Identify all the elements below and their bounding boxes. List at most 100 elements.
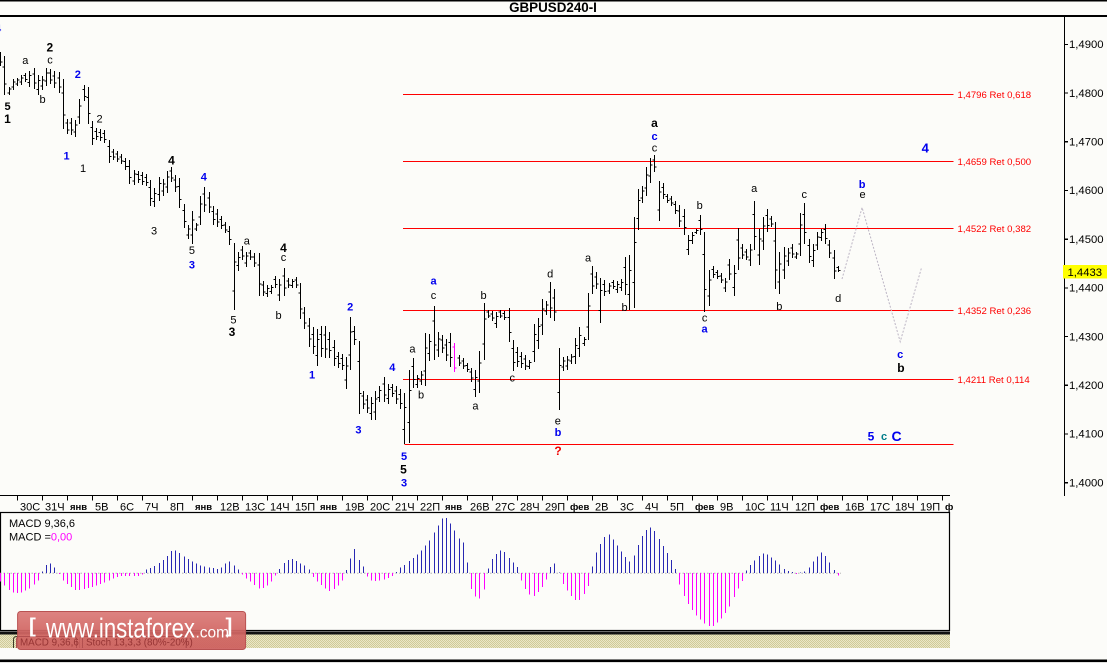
svg-text:10С: 10С [745,502,765,514]
svg-text:1: 1 [63,151,69,163]
svg-text:4Ч: 4Ч [645,502,658,514]
svg-text:1,4200: 1,4200 [1069,380,1104,392]
svg-text:c: c [431,290,437,302]
svg-text:5П: 5П [670,502,684,514]
svg-text:янв: янв [445,502,462,513]
svg-text:GBPUSD240-I: GBPUSD240-I [509,0,597,15]
svg-text:e: e [860,189,866,201]
svg-text:1,4900: 1,4900 [1069,39,1104,51]
svg-text:9В: 9В [720,502,733,514]
svg-text:c: c [881,431,887,443]
svg-text:[: [ [29,615,36,638]
svg-text:4: 4 [168,153,175,167]
svg-text:8П: 8П [170,502,184,514]
svg-text:янв: янв [195,502,212,513]
svg-text:1,4300: 1,4300 [1069,331,1104,343]
svg-text:12В: 12В [220,502,240,514]
svg-text:b: b [697,200,703,212]
svg-text:3: 3 [151,225,157,237]
svg-text:19В: 19В [345,502,365,514]
svg-text:1,4659 Ret 0,500: 1,4659 Ret 0,500 [958,157,1032,168]
svg-text:1,4600: 1,4600 [1069,185,1104,197]
svg-text:5: 5 [401,451,407,463]
svg-text:21Ч: 21Ч [395,502,415,514]
svg-text:янв: янв [70,502,87,513]
svg-text:1,4100: 1,4100 [1069,429,1104,441]
svg-text:3С: 3С [620,502,634,514]
svg-text:www.instaforex: www.instaforex [45,613,195,644]
svg-text:15П: 15П [295,502,315,514]
svg-text:a: a [22,55,29,67]
svg-text:b: b [276,310,282,322]
svg-text:1,4211 Ret 0,114: 1,4211 Ret 0,114 [958,375,1031,386]
svg-text:e: e [555,416,561,428]
svg-text:?: ? [554,444,561,458]
svg-text:22П: 22П [420,502,440,514]
svg-text:3: 3 [229,325,236,339]
svg-text:2: 2 [46,40,53,54]
svg-text:28Ч: 28Ч [520,502,540,514]
svg-text:1,4000: 1,4000 [1069,477,1104,489]
svg-text:2: 2 [96,114,102,126]
svg-text:11Ч: 11Ч [770,502,789,514]
svg-text:d: d [835,293,841,305]
svg-text:c: c [652,143,658,155]
svg-text:b: b [622,302,628,314]
svg-text:C: C [891,428,901,444]
svg-text:фев: фев [695,502,714,513]
svg-text:b: b [897,361,904,375]
svg-text:Stoch 13,3,3 (80%-20%): Stoch 13,3,3 (80%-20%) [86,638,193,649]
svg-text:MACD 9,36,6: MACD 9,36,6 [20,638,79,649]
svg-text:5: 5 [4,101,10,113]
svg-text:16В: 16В [845,502,865,514]
svg-text:a: a [585,253,592,265]
svg-text:a: a [430,275,437,287]
svg-text:2В: 2В [595,502,608,514]
svg-text:1,4400: 1,4400 [1069,283,1104,295]
svg-text:30С: 30С [20,502,40,514]
svg-text:b: b [776,301,782,313]
svg-text:c: c [802,189,808,201]
svg-text:b: b [39,94,45,106]
svg-text:1,4433: 1,4433 [1068,267,1103,279]
svg-text:c: c [651,131,657,143]
svg-text:19П: 19П [920,502,940,514]
svg-text:5: 5 [230,314,236,326]
svg-text:4: 4 [201,172,208,184]
svg-text:1,4500: 1,4500 [1069,234,1104,246]
svg-text:4: 4 [389,362,396,374]
svg-text:18Ч: 18Ч [895,502,915,514]
svg-text:3: 3 [355,425,361,437]
svg-text:5: 5 [189,245,195,257]
svg-text:янв: янв [320,502,337,513]
svg-text:c: c [281,252,287,264]
svg-text:7Ч: 7Ч [145,502,158,514]
svg-text:a: a [409,344,416,356]
svg-text:a: a [702,324,709,336]
svg-text:27С: 27С [495,502,515,514]
svg-text:b: b [555,427,562,439]
svg-text:2: 2 [75,69,81,81]
svg-text:a: a [244,236,251,248]
svg-text:20С: 20С [370,502,390,514]
svg-text:1,4796 Ret 0,618: 1,4796 Ret 0,618 [958,90,1032,101]
svg-text:12П: 12П [795,502,815,514]
svg-text:17С: 17С [870,502,890,514]
svg-text:MACD 9,36,6: MACD 9,36,6 [9,518,75,530]
svg-text:]: ] [226,615,233,638]
svg-text:b: b [480,290,486,302]
svg-text:5В: 5В [95,502,108,514]
svg-text:1: 1 [4,112,11,126]
svg-text:b: b [418,390,424,402]
svg-text:31Ч: 31Ч [45,502,65,514]
svg-text:c: c [702,312,708,324]
svg-text:b: b [859,179,866,191]
svg-text:1,4800: 1,4800 [1069,88,1104,100]
svg-text:6С: 6С [120,502,134,514]
svg-text:ф: ф [945,502,953,513]
svg-text:фев: фев [570,502,589,513]
svg-text:4: 4 [0,23,2,35]
svg-text:1,4522 Ret 0,382: 1,4522 Ret 0,382 [958,224,1032,235]
svg-text:a: a [472,401,479,413]
svg-text:26В: 26В [470,502,490,514]
